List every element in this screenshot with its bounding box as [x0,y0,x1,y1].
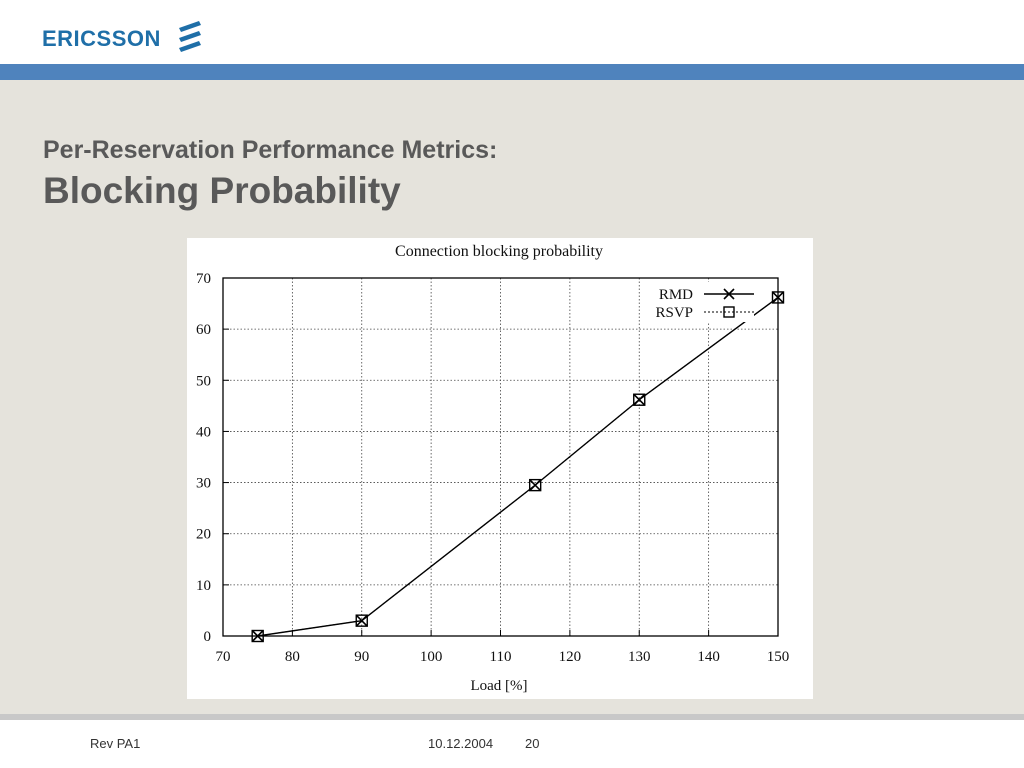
x-axis-ticks: 70 80 90 100 110 120 130 140 150 [216,630,790,665]
slide-footer [0,720,1024,768]
header-band [0,64,1024,80]
y-axis-ticks: 0 10 20 30 40 50 60 70 [196,271,229,645]
data-point-rmd [633,394,645,406]
chart-panel: Connection blocking probability 70 80 90 10… [187,238,813,699]
slide-title: Blocking Probability [43,170,401,211]
data-point-rsvp [633,393,646,406]
slide-header: ERICSSON [0,0,1024,64]
y-tick-label: 10 [196,578,211,594]
slide-subtitle: Per-Reservation Performance Metrics: [43,136,498,164]
x-tick-label: 120 [559,649,582,665]
brand-name: ERICSSON [42,25,161,51]
x-tick-label: 90 [354,649,369,665]
x-tick-label: 150 [767,649,790,665]
footer-revision: Rev PA1 [90,736,141,751]
legend-marker-rmd [723,288,735,300]
y-tick-label: 20 [196,527,211,543]
x-tick-label: 140 [697,649,720,665]
chart-title: Connection blocking probability [395,243,603,260]
y-tick-label: 70 [196,271,211,287]
x-tick-label: 100 [420,649,443,665]
blocking-probability-chart: Connection blocking probability 70 80 90 10… [196,243,790,694]
plot-frame [222,277,779,637]
y-tick-label: 40 [196,424,211,440]
x-tick-label: 130 [628,649,651,665]
legend-label-rmd: RMD [659,287,693,303]
legend-marker-rsvp [723,306,735,318]
data-point-rsvp [528,478,542,492]
y-tick-label: 0 [204,629,212,645]
series-line-rsvp [257,297,779,637]
chart-series [251,291,785,643]
ericsson-stripes-icon [177,20,203,57]
y-tick-label: 60 [196,322,211,338]
chart-legend: RMD RSVP [642,282,754,322]
legend-label-rsvp: RSVP [655,305,693,321]
chart-grid [223,278,778,636]
footer-band [0,714,1024,720]
x-tick-label: 70 [216,649,231,665]
brand-logo: ERICSSON [42,20,203,57]
data-point-rsvp [355,614,368,627]
x-tick-label: 80 [285,649,300,665]
y-tick-label: 50 [196,373,211,389]
footer-date: 10.12.2004 [428,736,494,751]
x-tick-label: 110 [490,649,512,665]
legend-background [642,282,754,322]
x-axis-label: Load [%] [470,678,527,694]
footer-page-number: 20 [525,736,540,751]
y-tick-label: 30 [196,476,211,492]
